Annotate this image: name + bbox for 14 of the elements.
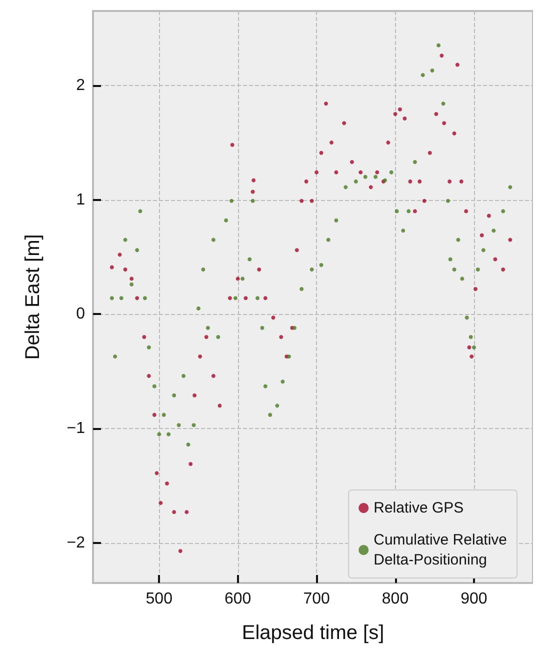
y-tick-label: 0 xyxy=(76,306,86,323)
x-tick-label: 800 xyxy=(382,590,409,608)
y-tick-label: 1 xyxy=(76,191,86,208)
legend-label: Relative GPS xyxy=(374,500,464,516)
legend-label: Cumulative Relative Delta-Positioning xyxy=(374,532,507,568)
x-tick-label: 700 xyxy=(303,590,330,608)
x-tick-label: 900 xyxy=(460,590,488,608)
x-axis-title: Elapsed time [s] xyxy=(242,622,384,644)
y-tick-label: 2 xyxy=(76,76,86,94)
y-axis-title: Delta East [m] xyxy=(22,234,44,360)
y-tick-label: −1 xyxy=(66,420,86,438)
x-tick-label: 500 xyxy=(146,590,173,608)
y-tick-label: −2 xyxy=(66,534,86,552)
x-tick-label: 600 xyxy=(224,590,252,608)
